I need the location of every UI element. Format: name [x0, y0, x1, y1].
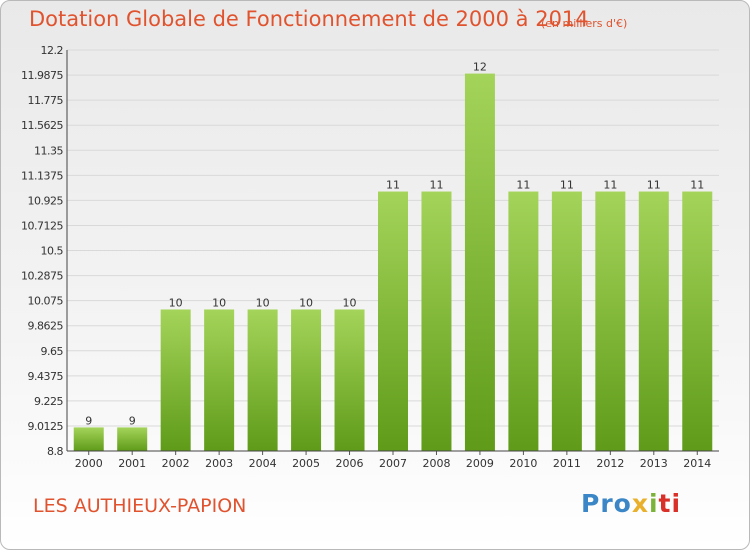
bar	[595, 191, 626, 451]
bar-value-label: 10	[212, 296, 226, 309]
y-tick-label: 10.5	[41, 245, 64, 258]
x-tick-label: 2007	[379, 457, 407, 470]
x-tick-label: 2008	[422, 457, 450, 470]
bar	[682, 191, 713, 451]
x-tick-label: 2012	[596, 457, 624, 470]
y-tick-label: 9.65	[41, 345, 64, 358]
bars	[73, 73, 713, 452]
bar-value-label: 11	[690, 179, 704, 192]
bar	[247, 309, 278, 451]
x-tick-label: 2002	[162, 457, 190, 470]
x-tick-label: 2011	[553, 457, 581, 470]
logo-part-1: Pro	[581, 489, 632, 518]
logo-part-3: i	[648, 489, 659, 518]
y-tick-label: 9.8625	[28, 320, 64, 333]
y-tick-label: 8.8	[47, 445, 63, 458]
bar	[638, 191, 669, 451]
commune-name: LES AUTHIEUX-PAPION	[33, 495, 247, 517]
x-tick-label: 2006	[336, 457, 364, 470]
bar	[378, 191, 408, 451]
y-tick-label: 10.925	[28, 194, 64, 207]
bar-value-label: 11	[647, 179, 661, 192]
value-labels: 9 9 10 10 10 10 10 11 11 12 11 11 11 11 11	[85, 61, 704, 428]
x-tick-label: 2014	[683, 457, 711, 470]
y-tick-label: 11.35	[34, 144, 63, 157]
bar	[291, 309, 322, 451]
bar	[334, 309, 365, 451]
y-tick-label: 11.5625	[21, 119, 63, 132]
bar	[421, 191, 452, 451]
y-tick-label: 12.2	[41, 44, 64, 57]
y-tick-label: 11.775	[28, 94, 64, 107]
x-tick-label: 2001	[118, 457, 146, 470]
bar	[508, 191, 539, 451]
y-tick-label: 11.9875	[21, 69, 63, 82]
x-tick-label: 2005	[292, 457, 320, 470]
bar	[160, 309, 191, 451]
bar	[464, 73, 495, 452]
bar-value-label: 10	[299, 296, 313, 309]
y-tick-label: 10.2875	[21, 270, 63, 283]
bar	[204, 309, 235, 451]
bar-value-label: 11	[560, 179, 574, 192]
y-tick-label: 10.7125	[21, 219, 63, 232]
bar	[117, 427, 148, 451]
x-tick-label: 2004	[249, 457, 277, 470]
x-tick-label: 2009	[466, 457, 494, 470]
unit-label: (en milliers d'€)	[541, 17, 628, 30]
proxiti-logo[interactable]: Proxiti	[581, 489, 681, 518]
y-axis-ticks: 12.2 11.9875 11.775 11.5625 11.35 11.1375 10.9…	[21, 44, 64, 458]
bar	[73, 427, 104, 451]
y-tick-label: 9.0125	[28, 420, 64, 433]
axes	[66, 50, 719, 452]
x-tick-label: 2013	[640, 457, 668, 470]
bar-value-label: 9	[129, 414, 136, 427]
x-axis-ticks: 2000 2001 2002 2003 2004 2005 2006 2007 2008 2009…	[75, 451, 711, 470]
bar-value-label: 9	[85, 414, 92, 427]
logo-part-2: x	[631, 489, 649, 518]
bar-value-label: 10	[256, 296, 270, 309]
bar-value-label: 11	[516, 179, 530, 192]
x-tick-label: 2003	[205, 457, 233, 470]
bar-value-label: 11	[386, 179, 400, 192]
bar-value-label: 11	[603, 179, 617, 192]
bar-value-label: 10	[343, 296, 357, 309]
bar-value-label: 11	[429, 179, 443, 192]
y-tick-label: 9.4375	[28, 370, 64, 383]
y-tick-label: 10.075	[28, 295, 64, 308]
x-tick-label: 2010	[509, 457, 537, 470]
y-tick-label: 11.1375	[21, 169, 63, 182]
bar	[551, 191, 582, 451]
bar-value-label: 10	[169, 296, 183, 309]
y-tick-label: 9.225	[34, 395, 63, 408]
bar-value-label: 12	[473, 61, 487, 74]
logo-part-4: ti	[658, 489, 682, 518]
x-tick-label: 2000	[75, 457, 103, 470]
chart-title: Dotation Globale de Fonctionnement de 20…	[29, 7, 589, 31]
